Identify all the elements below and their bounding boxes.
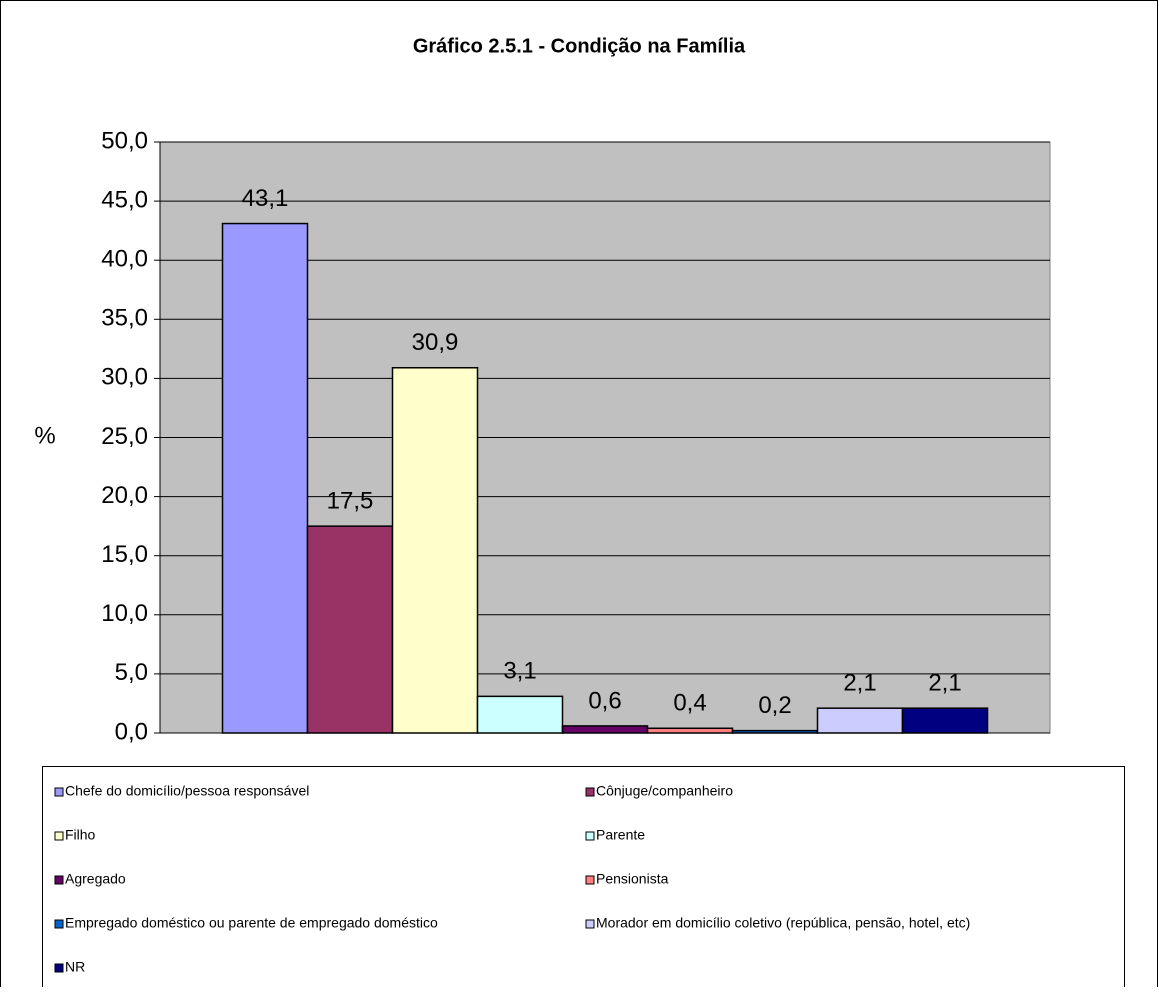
data-label: 0,6 [588,687,621,714]
bar [561,725,649,734]
legend-label: Parente [596,827,645,843]
legend-label: Filho [65,827,96,843]
legend-swatch [585,875,595,885]
legend-label: Empregado doméstico ou parente de empreg… [65,915,438,931]
legend-swatch [54,875,64,885]
y-tick-label: 30,0 [101,364,148,391]
data-label: 2,1 [928,670,961,697]
data-label: 2,1 [843,670,876,697]
data-label: 0,2 [758,692,791,719]
legend-swatch [585,787,595,797]
legend-swatch [54,919,64,929]
bar [901,707,989,734]
data-label: 30,9 [412,329,459,356]
chart-title: Gráfico 2.5.1 - Condição na Família [413,35,746,57]
legend-label: NR [65,959,85,975]
legend-swatch [54,787,64,797]
y-tick-label: 45,0 [101,186,148,213]
y-axis-label: % [34,422,55,449]
legend-label: Pensionista [596,871,669,887]
bar [306,525,394,734]
y-tick-label: 25,0 [101,423,148,450]
data-label: 3,1 [503,658,536,685]
bar [391,367,479,734]
y-tick-label: 10,0 [101,600,148,627]
data-label: 17,5 [327,487,374,514]
y-tick-label: 35,0 [101,305,148,332]
y-tick-label: 40,0 [101,246,148,273]
y-tick-label: 15,0 [101,541,148,568]
bar [476,695,564,734]
legend-label: Morador em domicílio coletivo (república… [596,915,970,931]
legend-swatch [585,831,595,841]
y-tick-label: 20,0 [101,482,148,509]
data-label: 43,1 [242,185,289,212]
legend-box [42,766,1125,992]
legend-swatch [585,919,595,929]
bar [816,707,904,734]
legend-label: Chefe do domicílio/pessoa responsável [65,783,309,799]
legend-label: Cônjuge/companheiro [596,783,733,799]
legend-label: Agregado [65,871,126,887]
y-tick-label: 50,0 [101,127,148,154]
y-tick-label: 0,0 [115,718,148,745]
data-label: 0,4 [673,690,706,717]
bar [221,222,309,734]
bar [731,729,819,734]
y-tick-label: 5,0 [115,659,148,686]
legend-swatch [54,831,64,841]
legend-swatch [54,963,64,973]
bar [646,727,734,734]
